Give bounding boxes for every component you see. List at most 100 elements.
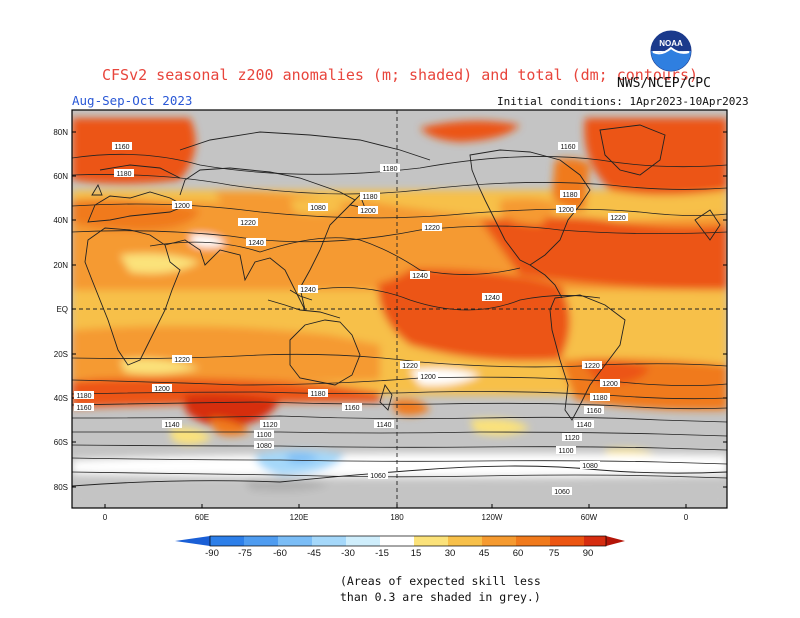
colorbar-swatch [380, 536, 414, 546]
svg-text:1060: 1060 [370, 473, 386, 480]
svg-text:1160: 1160 [586, 408, 601, 415]
colorbar-label: 30 [445, 548, 456, 559]
lon-label-120w: 120W [482, 513, 503, 522]
contour-label: 1080 [580, 461, 600, 470]
lat-label-40s: 40S [54, 394, 68, 403]
svg-text:1200: 1200 [360, 208, 376, 215]
contour-label: 1120 [260, 420, 280, 429]
colorbar-swatch [550, 536, 584, 546]
colorbar-arrow-left [175, 536, 210, 546]
contour-label: 1200 [172, 201, 192, 210]
svg-text:1220: 1220 [424, 225, 440, 232]
svg-text:1180: 1180 [562, 192, 577, 199]
svg-text:1080: 1080 [582, 463, 598, 470]
contour-label: 1240 [246, 238, 266, 247]
svg-text:1140: 1140 [376, 422, 391, 429]
svg-text:1240: 1240 [412, 273, 428, 280]
colorbar-label: -45 [307, 548, 321, 559]
contour-label: 1100 [254, 430, 274, 439]
lat-label-80n: 80N [53, 128, 68, 137]
contour-label: 1140 [162, 420, 182, 429]
colorbar-label: -15 [375, 548, 389, 559]
footnote-line-1: (Areas of expected skill less [340, 574, 541, 588]
lon-label-0: 0 [103, 513, 108, 522]
latitude-axis: 80N 60N 40N 20N EQ 20S 40S 60S 80S [53, 128, 727, 492]
colorbar-swatch [278, 536, 312, 546]
svg-text:1200: 1200 [420, 374, 436, 381]
contour-label: 1160 [584, 406, 604, 415]
contour-label: 1180 [380, 164, 400, 173]
svg-text:1180: 1180 [310, 391, 325, 398]
lat-label-eq: EQ [56, 305, 68, 314]
svg-text:1180: 1180 [592, 395, 607, 402]
colorbar-arrow-right [606, 536, 625, 546]
svg-text:1240: 1240 [248, 240, 264, 247]
colorbar-swatch [346, 536, 380, 546]
longitude-axis: 0 60E 120E 180 120W 60W 0 [103, 504, 689, 522]
lat-label-20s: 20S [54, 350, 68, 359]
period-label: Aug-Sep-Oct 2023 [72, 93, 193, 108]
contour-label: 1180 [74, 391, 94, 400]
svg-text:1080: 1080 [310, 205, 326, 212]
contour-label: 1220 [608, 213, 628, 222]
skill-footnote: (Areas of expected skill less than 0.3 a… [340, 573, 541, 605]
contour-label: 1060 [368, 471, 388, 480]
contour-label: 1180 [360, 192, 380, 201]
colorbar-label: 75 [549, 548, 560, 559]
colorbar-label: -30 [341, 548, 355, 559]
colorbar-swatch [312, 536, 346, 546]
svg-text:1220: 1220 [610, 215, 626, 222]
colorbar: -90 -75 -60 -45 -30 -15 15 30 45 60 75 9… [175, 535, 625, 559]
contour-label: 1200 [556, 205, 576, 214]
colorbar-label: -90 [205, 548, 219, 559]
lat-label-20n: 20N [53, 261, 68, 270]
svg-text:1160: 1160 [114, 144, 129, 151]
svg-text:1220: 1220 [584, 363, 600, 370]
svg-text:1120: 1120 [262, 422, 277, 429]
lat-label-40n: 40N [53, 216, 68, 225]
lat-label-60s: 60S [54, 438, 68, 447]
lon-label-0-east: 0 [684, 513, 689, 522]
contour-label: 1160 [342, 403, 362, 412]
anomaly-field [72, 110, 727, 508]
contour-label: 1180 [308, 389, 328, 398]
lon-label-60w: 60W [581, 513, 598, 522]
contour-label: 1060 [552, 487, 572, 496]
svg-text:1200: 1200 [174, 203, 190, 210]
contour-label: 1220 [172, 355, 192, 364]
contour-label: 1240 [298, 285, 318, 294]
lat-label-60n: 60N [53, 172, 68, 181]
noaa-logo: NOAA [650, 30, 692, 72]
colorbar-swatch [584, 536, 606, 546]
noaa-logo-text: NOAA [659, 39, 683, 48]
svg-text:1100: 1100 [558, 448, 573, 455]
svg-text:1180: 1180 [116, 171, 131, 178]
contour-label: 1220 [582, 361, 602, 370]
contour-label: 1200 [418, 372, 438, 381]
contour-label: 1180 [560, 190, 580, 199]
colorbar-label: 60 [513, 548, 524, 559]
contour-label: 1180 [590, 393, 610, 402]
svg-text:1240: 1240 [484, 295, 500, 302]
contour-label: 1200 [152, 384, 172, 393]
colorbar-swatch [244, 536, 278, 546]
colorbar-label: -60 [273, 548, 287, 559]
svg-text:1060: 1060 [554, 489, 570, 496]
chart-title: CFSv2 seasonal z200 anomalies (m; shaded… [101, 66, 699, 84]
footnote-line-2: than 0.3 are shaded in grey.) [340, 590, 541, 604]
svg-text:1180: 1180 [382, 166, 397, 173]
svg-text:1140: 1140 [576, 422, 591, 429]
lat-label-80s: 80S [54, 483, 68, 492]
contour-label: 1080 [308, 203, 328, 212]
contour-label: 1160 [112, 142, 132, 151]
colorbar-swatch [448, 536, 482, 546]
contour-label: 1200 [600, 379, 620, 388]
contour-label: 1200 [358, 206, 378, 215]
contour-label: 1100 [556, 446, 576, 455]
svg-text:1120: 1120 [564, 435, 579, 442]
colorbar-label: -75 [238, 548, 252, 559]
colorbar-swatch [414, 536, 448, 546]
svg-text:1160: 1160 [76, 405, 91, 412]
contour-label: 1160 [74, 403, 94, 412]
